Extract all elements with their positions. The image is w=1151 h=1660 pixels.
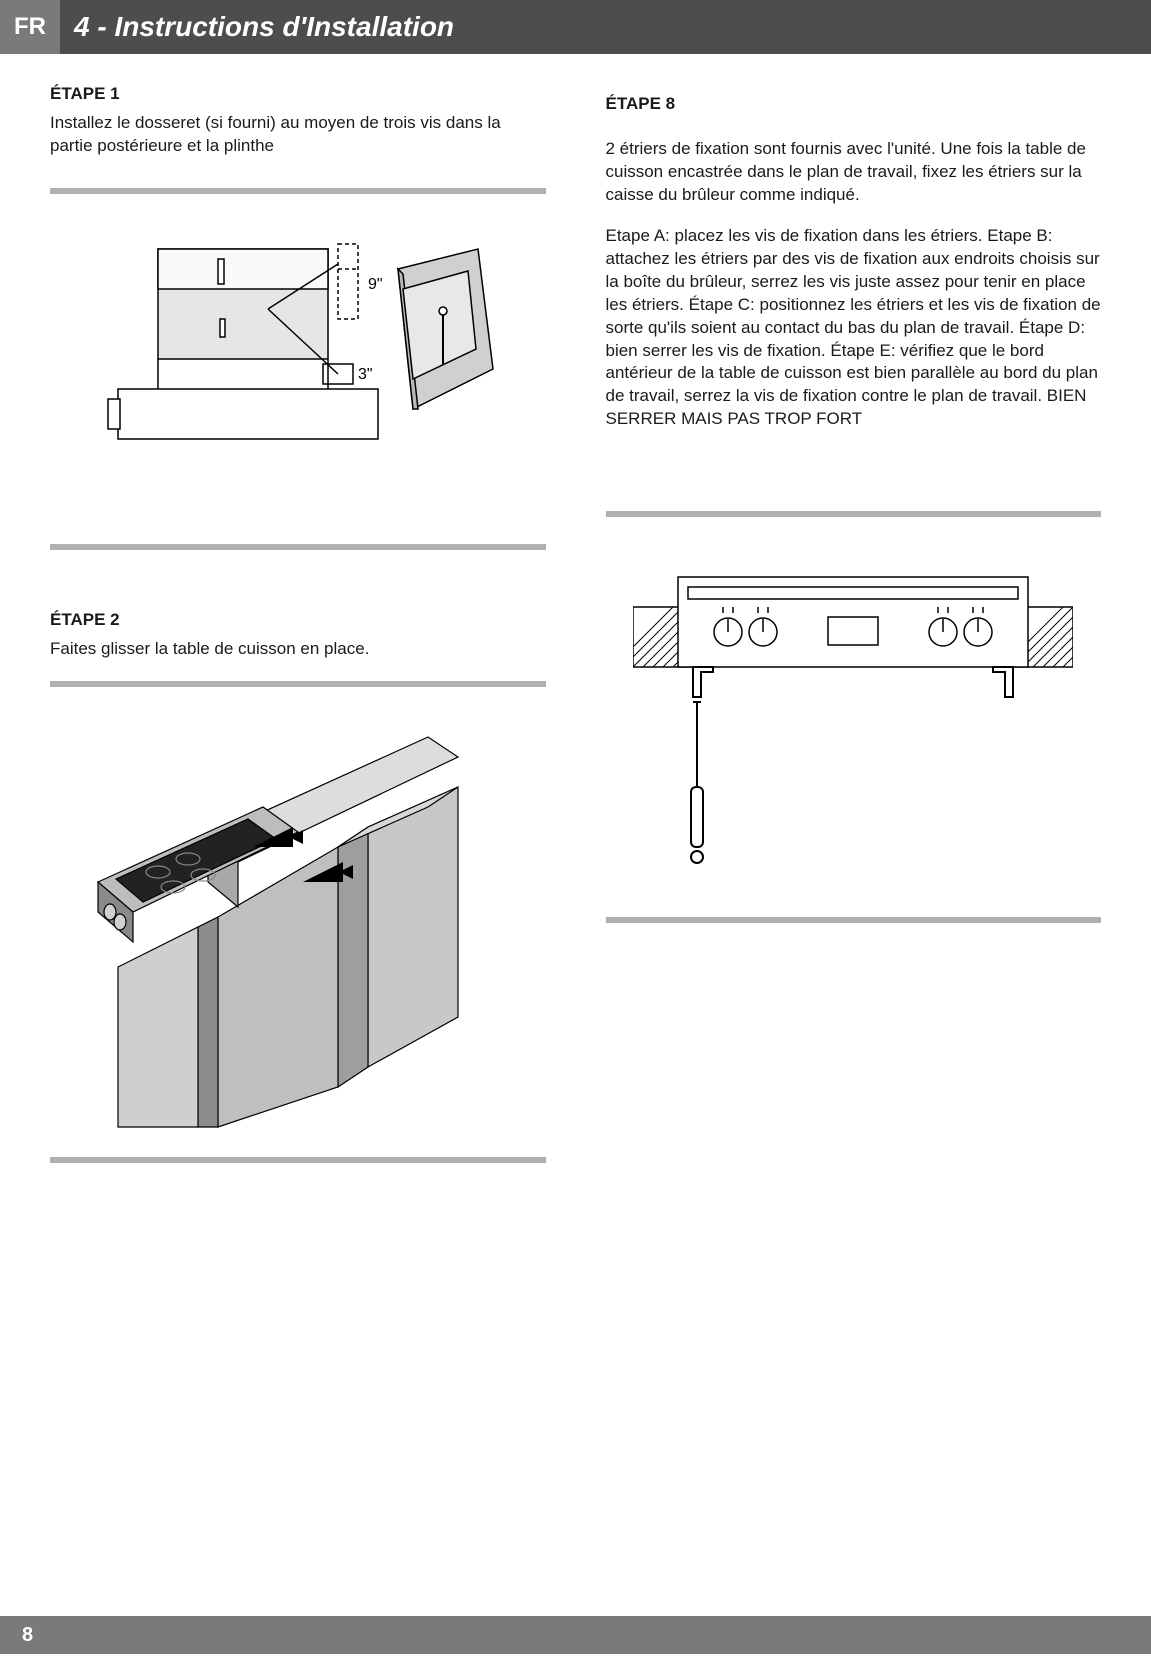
figure1-svg: 9" 3" [98, 219, 498, 519]
step1-text: Installez le dosseret (si fourni) au moy… [50, 112, 546, 158]
content-columns: ÉTAPE 1 Installez le dosseret (si fourni… [0, 54, 1151, 1163]
step8-p2: Etape A: placez les vis de fixation dans… [606, 225, 1102, 431]
figure-step2 [50, 681, 546, 1163]
dim-3in: 3" [358, 366, 373, 383]
step8-p1: 2 étriers de fixation sont fournis avec … [606, 138, 1102, 207]
step2-label: ÉTAPE 2 [50, 610, 546, 630]
step2-text: Faites glisser la table de cuisson en pl… [50, 638, 546, 661]
step8-label: ÉTAPE 8 [606, 94, 1102, 114]
left-column: ÉTAPE 1 Installez le dosseret (si fourni… [50, 84, 546, 1163]
page-number: 8 [0, 1624, 33, 1647]
step1-label: ÉTAPE 1 [50, 84, 546, 104]
figure1-inner: 9" 3" [50, 194, 546, 544]
header-language-badge: FR [0, 0, 60, 54]
step8-text: 2 étriers de fixation sont fournis avec … [606, 138, 1102, 431]
footer-bar: 8 [0, 1616, 1151, 1654]
header-bar: FR 4 - Instructions d'Installation [0, 0, 1151, 54]
page: FR 4 - Instructions d'Installation ÉTAPE… [0, 0, 1151, 1660]
figure2-bottom-bar [50, 1157, 546, 1163]
figure2-svg [88, 707, 508, 1137]
figure-bottom-bar [50, 544, 546, 550]
dim-9in: 9" [368, 276, 383, 293]
figure3-inner [606, 517, 1102, 917]
figure3-svg [633, 537, 1073, 897]
right-column: ÉTAPE 8 2 étriers de fixation sont fourn… [606, 84, 1102, 1163]
figure-step1: 9" 3" [50, 188, 546, 550]
figure2-inner [50, 687, 546, 1157]
figure3-bottom-bar [606, 917, 1102, 923]
header-title: 4 - Instructions d'Installation [60, 0, 1151, 54]
figure-step8 [606, 511, 1102, 923]
